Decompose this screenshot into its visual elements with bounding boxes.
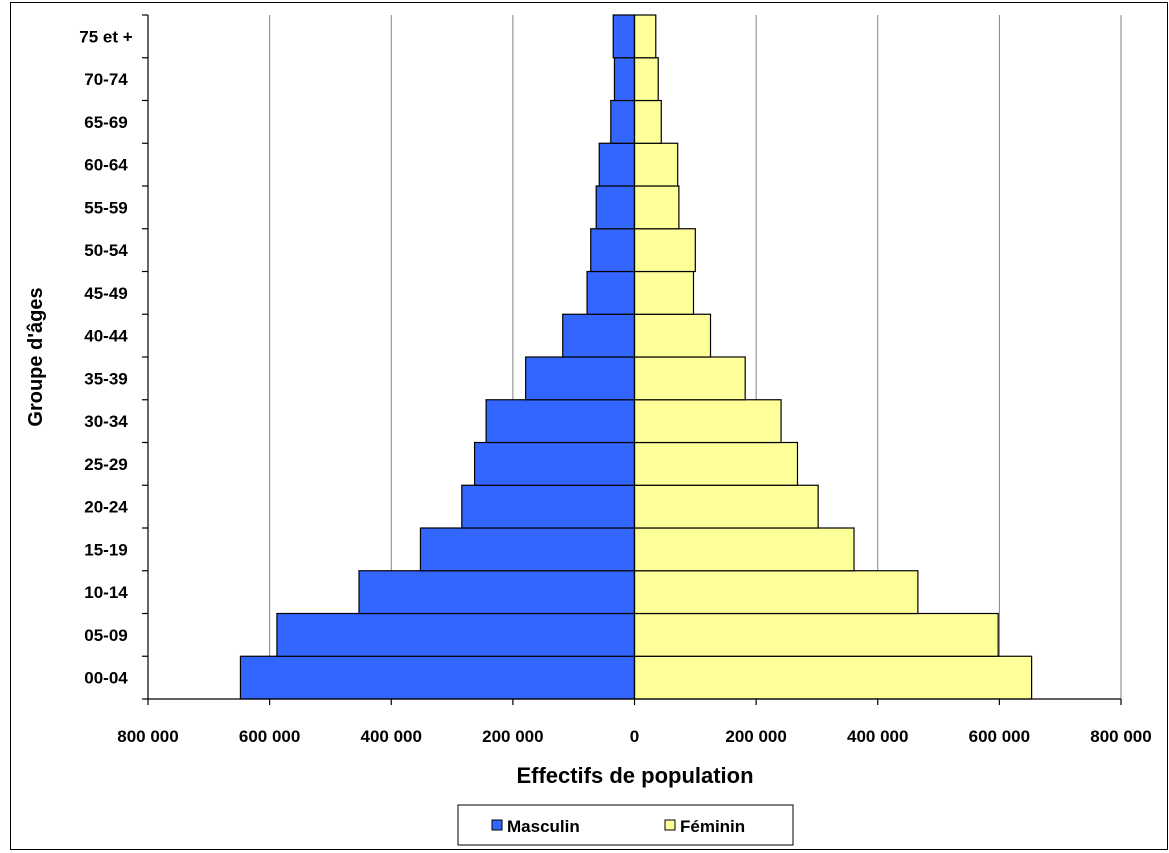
y-tick-label: 15-19 [84, 540, 127, 559]
x-axis-title: Effectifs de population [516, 763, 753, 788]
x-tick-label: 600 000 [969, 727, 1030, 746]
x-tick-label: 200 000 [482, 727, 543, 746]
bar-masculin-6064 [598, 142, 636, 187]
bar-fminin-7074 [633, 57, 659, 102]
bar-masculin-75et [612, 14, 636, 59]
x-tick-label: 0 [630, 727, 639, 746]
bar-masculin-3539 [525, 356, 636, 401]
bars [239, 14, 1033, 700]
y-tick-label: 45-49 [84, 284, 127, 303]
x-tick-label: 200 000 [725, 727, 786, 746]
x-tick-label: 400 000 [847, 727, 908, 746]
bar-masculin-5054 [590, 228, 636, 273]
y-tick-label: 25-29 [84, 455, 127, 474]
bar-masculin-0509 [276, 612, 636, 657]
bar-masculin-5559 [595, 185, 636, 230]
bar-fminin-0004 [633, 655, 1033, 700]
bar-masculin-4549 [586, 270, 636, 315]
x-tick-label: 600 000 [239, 727, 300, 746]
bar-fminin-6064 [633, 142, 679, 187]
y-tick-label: 60-64 [84, 156, 128, 175]
y-tick-label: 00-04 [84, 669, 128, 688]
y-tick-label: 05-09 [84, 626, 127, 645]
y-tick-label: 50-54 [84, 241, 128, 260]
bar-masculin-3034 [485, 399, 636, 444]
legend-label-masculin: Masculin [507, 817, 580, 836]
bar-fminin-2024 [633, 484, 819, 529]
bar-masculin-2529 [473, 441, 636, 486]
bar-masculin-0004 [239, 655, 636, 700]
bar-masculin-4044 [562, 313, 636, 358]
bar-fminin-5054 [633, 228, 696, 273]
bar-fminin-3034 [633, 399, 782, 444]
bar-fminin-4549 [633, 270, 695, 315]
bar-fminin-4044 [633, 313, 712, 358]
x-tick-label: 800 000 [1090, 727, 1151, 746]
y-tick-label: 40-44 [84, 327, 128, 346]
y-tick-label: 55-59 [84, 198, 127, 217]
labels: 800 000 600 000 400 000 200 000 0 200 000 400 … [79, 27, 1151, 746]
legend-swatch-masculin [491, 819, 503, 831]
y-axis-title: Groupe d'âges [25, 287, 47, 426]
x-tick-label: 800 000 [117, 727, 178, 746]
bar-masculin-2024 [461, 484, 636, 529]
bar-fminin-2529 [633, 441, 799, 486]
y-tick-label: 75 et + [79, 27, 132, 46]
bar-fminin-1014 [633, 570, 919, 615]
axes [142, 14, 1122, 705]
legend-frame [457, 804, 794, 846]
bar-fminin-75et [633, 14, 657, 59]
bar-masculin-1014 [358, 570, 636, 615]
bar-masculin-6569 [610, 99, 636, 144]
y-tick-label: 10-14 [84, 583, 128, 602]
y-tick-label: 70-74 [84, 70, 128, 89]
bar-fminin-1519 [633, 527, 855, 572]
legend-swatch-feminin [664, 819, 676, 831]
bar-fminin-0509 [633, 612, 999, 657]
y-tick-label: 20-24 [84, 498, 128, 517]
bar-fminin-5559 [633, 185, 680, 230]
x-tick-label: 400 000 [361, 727, 422, 746]
bar-fminin-6569 [633, 99, 662, 144]
legend: Masculin Féminin [457, 804, 794, 846]
y-tick-label: 30-34 [84, 412, 128, 431]
y-tick-label: 65-69 [84, 113, 127, 132]
bar-masculin-1519 [419, 527, 636, 572]
bar-fminin-3539 [633, 356, 746, 401]
legend-label-feminin: Féminin [680, 817, 745, 836]
y-tick-label: 35-39 [84, 369, 127, 388]
bar-masculin-7074 [613, 57, 636, 102]
